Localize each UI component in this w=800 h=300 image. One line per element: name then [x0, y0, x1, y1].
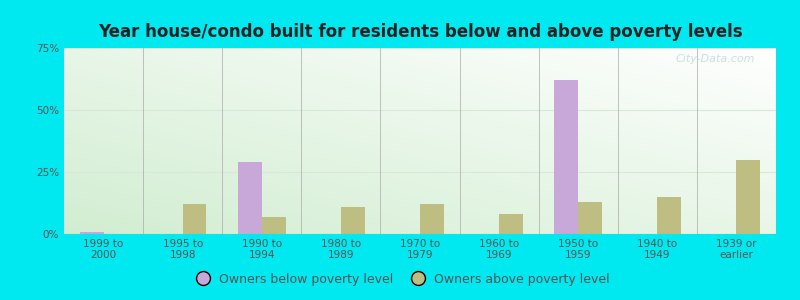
- Bar: [658, 197, 681, 234]
- Text: City-Data.com: City-Data.com: [675, 54, 754, 64]
- Title: Year house/condo built for residents below and above poverty levels: Year house/condo built for residents bel…: [98, 23, 742, 41]
- Bar: [182, 204, 206, 234]
- Bar: [737, 160, 760, 234]
- Bar: [499, 214, 523, 234]
- Bar: [578, 202, 602, 234]
- Bar: [262, 217, 286, 234]
- Bar: [420, 204, 444, 234]
- Legend: Owners below poverty level, Owners above poverty level: Owners below poverty level, Owners above…: [185, 268, 615, 291]
- Bar: [341, 207, 365, 234]
- Bar: [554, 80, 578, 234]
- Bar: [80, 232, 103, 234]
- Bar: [238, 162, 262, 234]
